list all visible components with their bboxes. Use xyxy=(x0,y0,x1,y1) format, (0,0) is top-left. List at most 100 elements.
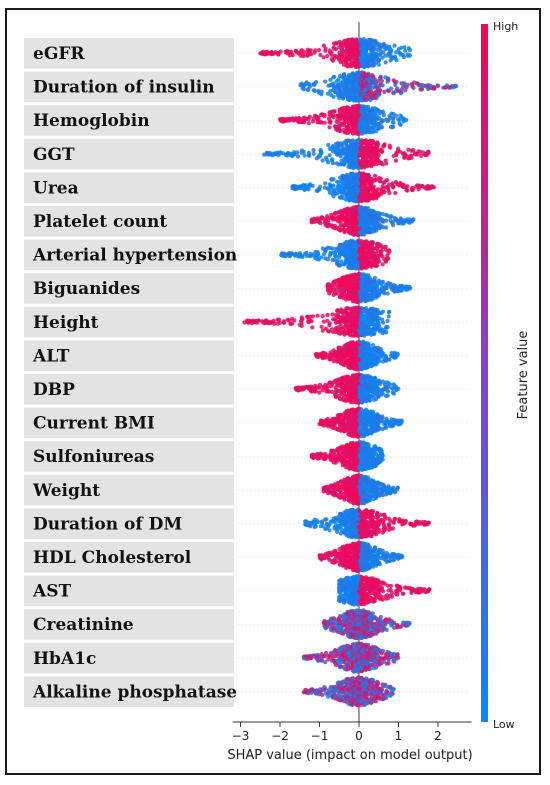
shap-point xyxy=(409,82,414,87)
shap-point xyxy=(375,157,380,163)
shap-point xyxy=(376,58,381,63)
shap-point xyxy=(344,115,349,120)
shap-point xyxy=(395,88,400,93)
shap-point xyxy=(370,246,375,252)
shap-point xyxy=(339,92,344,97)
shap-point xyxy=(373,261,378,266)
shap-point xyxy=(301,84,306,89)
shap-point xyxy=(327,153,332,158)
shap-point xyxy=(334,127,339,132)
shap-point xyxy=(335,113,340,118)
feature-label-text: Duration of DM xyxy=(33,514,182,534)
shap-point xyxy=(357,231,362,236)
shap-point xyxy=(281,320,286,325)
shap-point xyxy=(334,79,339,84)
shap-point xyxy=(329,83,334,88)
shap-point xyxy=(315,313,320,318)
shap-point xyxy=(333,191,338,196)
feature-swarm-0 xyxy=(258,36,413,70)
shap-point xyxy=(380,162,385,167)
shap-point xyxy=(373,89,378,94)
shap-point xyxy=(370,52,375,57)
shap-point xyxy=(403,185,409,190)
shap-point xyxy=(350,37,355,42)
feature-label-text: HDL Cholesterol xyxy=(33,548,192,568)
shap-point xyxy=(367,114,372,119)
shap-point xyxy=(346,227,351,232)
shap-point xyxy=(383,75,388,80)
shap-point xyxy=(435,83,440,88)
shap-point xyxy=(317,120,322,125)
shap-point xyxy=(316,48,322,53)
shap-point xyxy=(327,48,332,53)
shap-point xyxy=(351,264,356,270)
shap-point xyxy=(312,50,317,55)
feature-label-text: Height xyxy=(33,313,99,333)
shap-point xyxy=(375,311,380,316)
feature-label-11: Current BMI xyxy=(24,407,234,439)
shap-point xyxy=(297,322,302,327)
shap-point xyxy=(394,151,399,156)
shap-point xyxy=(401,119,406,124)
shap-point xyxy=(293,49,298,54)
shap-point xyxy=(398,113,403,118)
shap-point xyxy=(355,138,360,143)
shap-point xyxy=(331,94,336,99)
shap-point xyxy=(316,115,321,120)
shap-point xyxy=(367,63,372,68)
shap-point xyxy=(363,94,368,100)
feature-label-7: Biguanides xyxy=(24,273,234,304)
shap-point xyxy=(363,150,368,155)
shap-point xyxy=(351,285,357,290)
shap-point xyxy=(352,76,357,81)
shap-point xyxy=(329,176,334,182)
shap-point xyxy=(380,290,385,295)
shap-point xyxy=(395,218,400,223)
shap-point xyxy=(364,309,369,315)
feature-label-text: Duration of insulin xyxy=(33,78,215,98)
shap-point xyxy=(372,125,377,130)
shap-point xyxy=(279,253,284,258)
shap-point xyxy=(310,325,315,330)
shap-point xyxy=(356,276,361,281)
shap-point xyxy=(327,110,332,115)
shap-point xyxy=(453,84,459,89)
shap-point xyxy=(356,88,361,94)
shap-point xyxy=(298,83,303,88)
shap-point xyxy=(376,210,381,216)
shap-point xyxy=(315,257,320,262)
shap-point xyxy=(371,184,376,189)
shap-point xyxy=(375,86,380,91)
shap-point xyxy=(309,319,314,324)
shap-point xyxy=(384,212,389,217)
feature-label-text: Creatinine xyxy=(33,615,134,635)
shap-point xyxy=(347,265,352,270)
shap-point xyxy=(359,128,364,133)
shap-point xyxy=(385,318,390,324)
shap-point xyxy=(374,162,379,167)
shap-point xyxy=(281,117,287,122)
feature-label-14: Duration of DM xyxy=(24,508,234,539)
shap-point xyxy=(346,92,351,97)
shap-point xyxy=(344,310,349,315)
shap-point xyxy=(354,310,359,315)
shap-point xyxy=(385,325,390,330)
shap-point xyxy=(338,60,343,65)
shap-point xyxy=(329,223,334,228)
shap-point xyxy=(380,331,385,336)
shap-point xyxy=(346,217,352,222)
shap-point xyxy=(380,83,385,88)
feature-swarm-7 xyxy=(325,271,413,305)
feature-label-box xyxy=(24,306,234,338)
shap-point xyxy=(342,130,347,135)
shap-point xyxy=(388,145,393,150)
shap-point xyxy=(346,206,351,211)
feature-label-text: eGFR xyxy=(33,44,85,64)
feature-label-box xyxy=(24,407,234,439)
shap-point xyxy=(390,183,395,188)
feature-label-6: Arterial hypertension xyxy=(24,239,237,271)
shap-point xyxy=(381,50,386,55)
shap-point xyxy=(285,317,290,322)
shap-point xyxy=(345,50,350,55)
shap-point xyxy=(321,55,326,60)
